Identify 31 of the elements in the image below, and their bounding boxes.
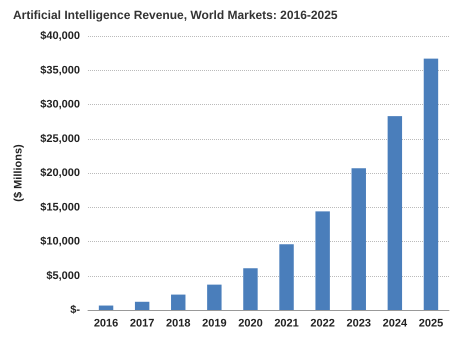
x-tick-label: 2022 [310, 318, 335, 330]
bar [134, 302, 150, 310]
x-tick-label: 2019 [202, 318, 227, 330]
x-tick-label: 2018 [166, 318, 190, 330]
x-tick-label: 2017 [130, 318, 154, 330]
bar [207, 284, 222, 310]
y-tick-label: $35,000 [40, 64, 80, 76]
bar [315, 211, 330, 310]
y-tick-label: $40,000 [40, 30, 80, 42]
bar [243, 268, 258, 310]
y-tick-label: $20,000 [40, 167, 80, 179]
x-tick-label: 2021 [274, 318, 299, 330]
x-tick-label: 2016 [94, 318, 118, 330]
y-axis-title: ($ Millions) [12, 144, 24, 202]
y-tick-label: $30,000 [40, 98, 80, 110]
bar [171, 294, 186, 310]
x-tick-label: 2025 [418, 318, 444, 330]
bar [98, 306, 114, 310]
bar [424, 58, 438, 310]
bar [279, 244, 294, 310]
y-tick-label: $15,000 [40, 201, 80, 214]
x-tick-label: 2023 [346, 318, 371, 330]
y-tick-label: $- [70, 304, 80, 316]
chart-title: Artificial Intelligence Revenue, World Markets: 2016-2025 [13, 8, 338, 22]
bar [352, 168, 366, 310]
y-tick-label: $5,000 [46, 270, 80, 282]
y-tick-label: $10,000 [40, 236, 80, 248]
y-tick-label: $25,000 [40, 132, 80, 145]
bar [388, 116, 402, 310]
x-tick-label: 2024 [382, 318, 408, 330]
x-tick-label: 2020 [238, 318, 263, 330]
